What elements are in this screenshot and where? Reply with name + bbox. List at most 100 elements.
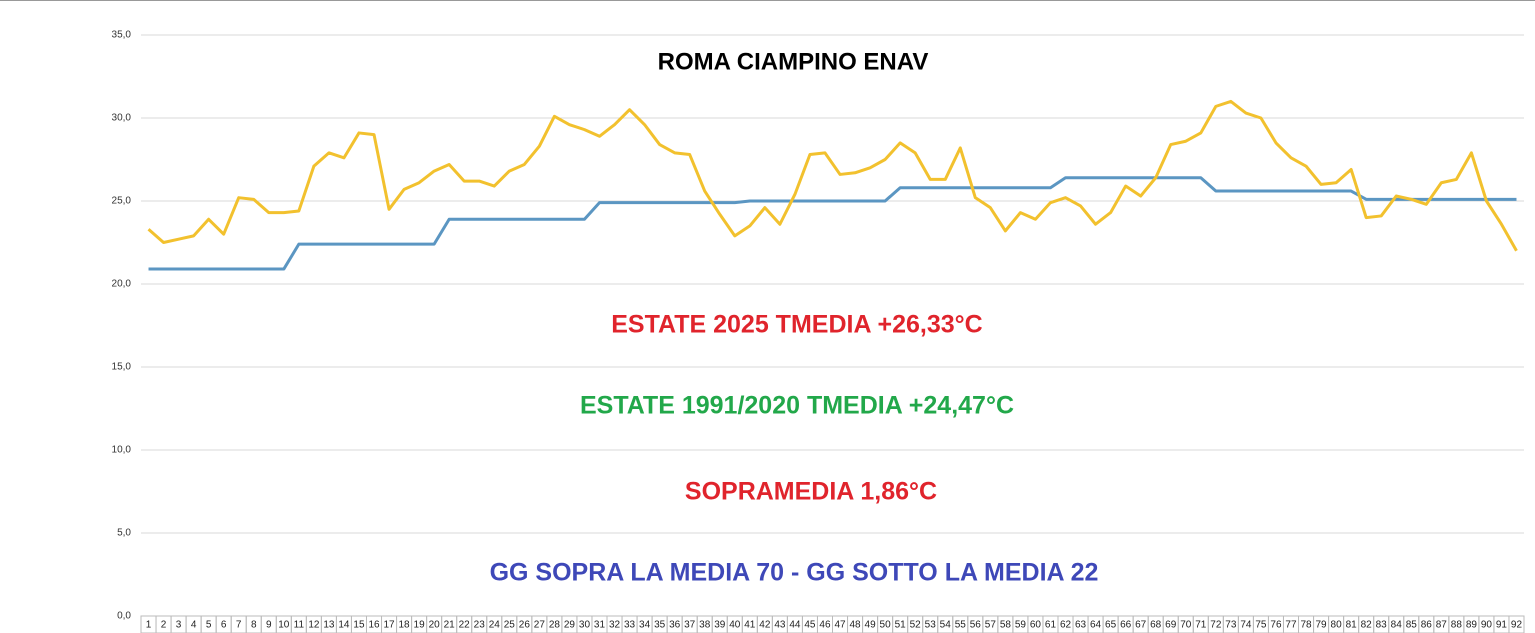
x-tick-label: 23 bbox=[474, 620, 486, 631]
x-tick-label: 32 bbox=[609, 620, 621, 631]
x-tick-label: 47 bbox=[834, 620, 846, 631]
x-tick-label: 61 bbox=[1045, 620, 1057, 631]
x-tick-label: 38 bbox=[699, 620, 711, 631]
x-tick-label: 58 bbox=[1000, 620, 1012, 631]
y-tick-label: 25,0 bbox=[112, 196, 132, 207]
y-tick-label: 20,0 bbox=[112, 279, 132, 290]
x-tick-label: 41 bbox=[744, 620, 756, 631]
x-tick-label: 3 bbox=[176, 620, 182, 631]
x-tick-label: 45 bbox=[804, 620, 816, 631]
y-tick-label: 35,0 bbox=[112, 30, 132, 41]
x-tick-label: 36 bbox=[669, 620, 681, 631]
x-tick-label: 69 bbox=[1165, 620, 1177, 631]
x-tick-label: 34 bbox=[639, 620, 651, 631]
x-tick-label: 2 bbox=[161, 620, 167, 631]
x-tick-label: 33 bbox=[624, 620, 636, 631]
series-line bbox=[148, 176, 1517, 271]
x-tick-label: 64 bbox=[1090, 620, 1102, 631]
x-tick-label: 70 bbox=[1180, 620, 1192, 631]
x-tick-label: 21 bbox=[444, 620, 456, 631]
x-tick-label: 54 bbox=[940, 620, 952, 631]
x-tick-label: 10 bbox=[278, 620, 290, 631]
x-tick-label: 74 bbox=[1240, 620, 1252, 631]
x-tick-label: 83 bbox=[1376, 620, 1388, 631]
category-cell bbox=[1508, 615, 1525, 633]
annotation: ESTATE 1991/2020 TMEDIA +24,47°C bbox=[580, 392, 1014, 420]
x-tick-label: 9 bbox=[266, 620, 272, 631]
y-tick-label: 0,0 bbox=[117, 611, 131, 622]
x-tick-label: 66 bbox=[1120, 620, 1132, 631]
x-tick-label: 16 bbox=[368, 620, 380, 631]
x-tick-label: 49 bbox=[865, 620, 877, 631]
x-tick-label: 88 bbox=[1451, 620, 1463, 631]
x-tick-label: 60 bbox=[1030, 620, 1042, 631]
x-tick-label: 77 bbox=[1285, 620, 1297, 631]
x-tick-label: 89 bbox=[1466, 620, 1478, 631]
x-tick-label: 26 bbox=[519, 620, 531, 631]
series-line bbox=[147, 99, 1518, 252]
x-tick-label: 48 bbox=[849, 620, 861, 631]
y-tick-label: 30,0 bbox=[112, 113, 132, 124]
x-tick-label: 12 bbox=[308, 620, 320, 631]
x-tick-label: 28 bbox=[549, 620, 561, 631]
x-tick-label: 17 bbox=[383, 620, 395, 631]
y-tick-label: 5,0 bbox=[117, 528, 131, 539]
x-tick-label: 6 bbox=[221, 620, 227, 631]
x-tick-label: 92 bbox=[1511, 620, 1523, 631]
x-tick-label: 42 bbox=[759, 620, 771, 631]
x-tick-label: 81 bbox=[1346, 620, 1358, 631]
x-tick-label: 37 bbox=[684, 620, 696, 631]
x-tick-label: 19 bbox=[414, 620, 426, 631]
x-tick-label: 22 bbox=[459, 620, 471, 631]
x-tick-label: 46 bbox=[819, 620, 831, 631]
x-tick-label: 63 bbox=[1075, 620, 1087, 631]
annotation: ESTATE 2025 TMEDIA +26,33°C bbox=[611, 311, 982, 339]
x-tick-label: 73 bbox=[1225, 620, 1237, 631]
x-tick-label: 71 bbox=[1195, 620, 1207, 631]
x-tick-label: 59 bbox=[1015, 620, 1027, 631]
x-tick-label: 85 bbox=[1406, 620, 1418, 631]
x-tick-label: 80 bbox=[1331, 620, 1343, 631]
x-tick-label: 14 bbox=[338, 620, 350, 631]
x-tick-label: 84 bbox=[1391, 620, 1403, 631]
x-tick-label: 40 bbox=[729, 620, 741, 631]
x-tick-label: 90 bbox=[1481, 620, 1493, 631]
x-tick-label: 29 bbox=[564, 620, 576, 631]
x-tick-label: 55 bbox=[955, 620, 967, 631]
x-tick-label: 27 bbox=[534, 620, 546, 631]
y-tick-label: 15,0 bbox=[112, 362, 132, 373]
x-tick-label: 91 bbox=[1496, 620, 1508, 631]
x-tick-label: 72 bbox=[1210, 620, 1222, 631]
annotation: ROMA CIAMPINO ENAV bbox=[658, 48, 929, 75]
x-tick-label: 4 bbox=[191, 620, 197, 631]
annotation: GG SOPRA LA MEDIA 70 - GG SOTTO LA MEDIA… bbox=[490, 559, 1099, 587]
x-tick-label: 78 bbox=[1300, 620, 1312, 631]
x-tick-label: 82 bbox=[1361, 620, 1373, 631]
x-tick-label: 51 bbox=[895, 620, 907, 631]
y-tick-label: 10,0 bbox=[112, 445, 132, 456]
x-tick-label: 44 bbox=[789, 620, 801, 631]
x-tick-label: 11 bbox=[294, 620, 305, 631]
x-tick-label: 35 bbox=[654, 620, 666, 631]
x-tick-label: 43 bbox=[774, 620, 786, 631]
x-tick-label: 24 bbox=[489, 620, 501, 631]
x-tick-label: 75 bbox=[1255, 620, 1267, 631]
x-tick-label: 79 bbox=[1315, 620, 1327, 631]
annotation: SOPRAMEDIA 1,86°C bbox=[685, 478, 937, 506]
x-tick-label: 20 bbox=[429, 620, 441, 631]
x-tick-label: 31 bbox=[594, 620, 606, 631]
x-tick-label: 67 bbox=[1135, 620, 1147, 631]
x-tick-label: 68 bbox=[1150, 620, 1162, 631]
x-tick-label: 65 bbox=[1105, 620, 1117, 631]
x-tick-label: 50 bbox=[880, 620, 892, 631]
x-tick-label: 76 bbox=[1270, 620, 1282, 631]
x-tick-label: 57 bbox=[985, 620, 997, 631]
x-tick-label: 53 bbox=[925, 620, 937, 631]
x-tick-label: 25 bbox=[504, 620, 516, 631]
x-tick-label: 5 bbox=[206, 620, 212, 631]
x-tick-label: 52 bbox=[910, 620, 922, 631]
x-tick-label: 86 bbox=[1421, 620, 1433, 631]
x-tick-label: 15 bbox=[353, 620, 365, 631]
x-tick-label: 39 bbox=[714, 620, 726, 631]
